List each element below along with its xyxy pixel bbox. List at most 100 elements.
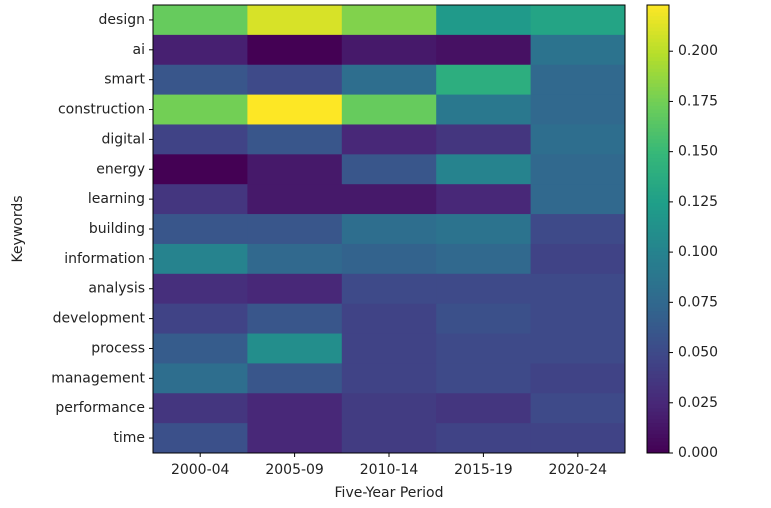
colorbar-segment	[647, 318, 669, 323]
colorbar-tick-label: 0.200	[678, 43, 718, 59]
colorbar-segment	[647, 109, 669, 114]
colorbar-segment	[647, 419, 669, 424]
heatmap-cell	[247, 273, 343, 305]
x-tick-label: 2020-24	[549, 462, 608, 478]
colorbar-segment	[647, 94, 669, 99]
colorbar-segment	[647, 42, 669, 47]
colorbar-segment	[647, 139, 669, 144]
heatmap-cell	[436, 34, 532, 66]
heatmap-cell	[436, 64, 532, 96]
colorbar-segment	[647, 270, 669, 275]
colorbar-segment	[647, 5, 669, 10]
colorbar-segment	[647, 367, 669, 372]
heatmap-cell	[436, 333, 532, 364]
heatmap-cell	[436, 303, 532, 335]
colorbar-segment	[647, 19, 669, 25]
heatmap-cell	[530, 243, 626, 275]
colorbar-segment	[647, 191, 669, 196]
x-axis-label: Five-Year Period	[335, 485, 444, 501]
heatmap-cell	[530, 5, 626, 36]
colorbar-frame	[646, 4, 670, 454]
colorbar-segment	[647, 311, 669, 316]
colorbar-segment	[647, 423, 669, 428]
heatmap-cell	[247, 303, 343, 335]
colorbar-segment	[647, 285, 669, 290]
colorbar-segment	[647, 146, 669, 152]
heatmap-cell	[247, 184, 343, 215]
heatmap-cell	[247, 393, 343, 424]
heatmap-cell	[341, 393, 437, 424]
heatmap-cell	[436, 393, 532, 424]
heatmap-cell	[153, 94, 248, 125]
colorbar-segment	[647, 57, 669, 62]
colorbar-segment	[647, 16, 669, 21]
colorbar-segment	[647, 143, 669, 148]
colorbar-segment	[647, 247, 669, 252]
x-tick-label: 2005-09	[265, 462, 324, 478]
colorbar-segment	[647, 292, 669, 297]
colorbar-segment	[647, 404, 669, 409]
colorbar-segment	[647, 199, 669, 204]
heatmap-cell	[153, 303, 248, 335]
colorbar-segment	[647, 348, 669, 353]
heatmap-cell	[530, 333, 626, 364]
colorbar-segment	[647, 255, 669, 260]
colorbar-segment	[647, 214, 669, 219]
colorbar-segment	[647, 449, 669, 454]
colorbar-segment	[647, 243, 669, 249]
colorbar-tick-label: 0.100	[678, 244, 718, 260]
colorbar-segment	[647, 329, 669, 335]
colorbar-segment	[647, 225, 669, 230]
colorbar-segment	[647, 355, 669, 361]
heatmap-cell	[436, 184, 532, 215]
heatmap-cell	[247, 333, 343, 364]
colorbar-segment	[647, 341, 669, 346]
colorbar-segment	[647, 206, 669, 211]
heatmap-cell	[153, 64, 248, 96]
colorbar-segment	[647, 438, 669, 443]
heatmap-cell	[247, 124, 343, 155]
y-tick-label: management	[51, 370, 145, 386]
heatmap-cell	[436, 154, 532, 185]
colorbar-segment	[647, 251, 669, 256]
colorbar-segment	[647, 415, 669, 420]
colorbar-segment	[647, 273, 669, 279]
heatmap-cell	[153, 124, 248, 155]
colorbar-segment	[647, 337, 669, 342]
colorbar-segment	[647, 229, 669, 234]
colorbar-segment	[647, 187, 669, 193]
heatmap-cell	[341, 94, 437, 125]
heatmap-cell	[530, 154, 626, 185]
y-axis-label: Keywords	[10, 195, 26, 262]
heatmap-cell	[341, 34, 437, 66]
heatmap-cell	[341, 184, 437, 215]
heatmap-cell	[436, 273, 532, 305]
colorbar-segment	[647, 120, 669, 125]
colorbar-segment	[647, 363, 669, 368]
colorbar-segment	[647, 389, 669, 394]
y-tick-label: construction	[58, 102, 145, 118]
colorbar-segment	[647, 72, 669, 77]
heatmap-cell	[530, 214, 626, 245]
colorbar-segment	[647, 232, 669, 237]
colorbar-segment	[647, 430, 669, 435]
colorbar-segment	[647, 344, 669, 349]
y-tick-label: smart	[104, 72, 145, 88]
heatmap-cell	[153, 393, 248, 424]
colorbar-segment	[647, 378, 669, 383]
heatmap-cell	[247, 423, 343, 454]
heatmap-cell	[341, 303, 437, 335]
y-tick-label: time	[113, 430, 145, 446]
heatmap-cell	[530, 423, 626, 454]
colorbar-segment	[647, 128, 669, 133]
heatmap-cell	[153, 363, 248, 394]
colorbar-segment	[647, 98, 669, 103]
colorbar-segment	[647, 90, 669, 96]
colorbar-segment	[647, 359, 669, 364]
heatmap-cell	[341, 273, 437, 305]
colorbar-segment	[647, 262, 669, 267]
colorbar-segment	[647, 64, 669, 69]
colorbar-segment	[647, 176, 669, 181]
colorbar-tick-label: 0.025	[678, 395, 718, 411]
